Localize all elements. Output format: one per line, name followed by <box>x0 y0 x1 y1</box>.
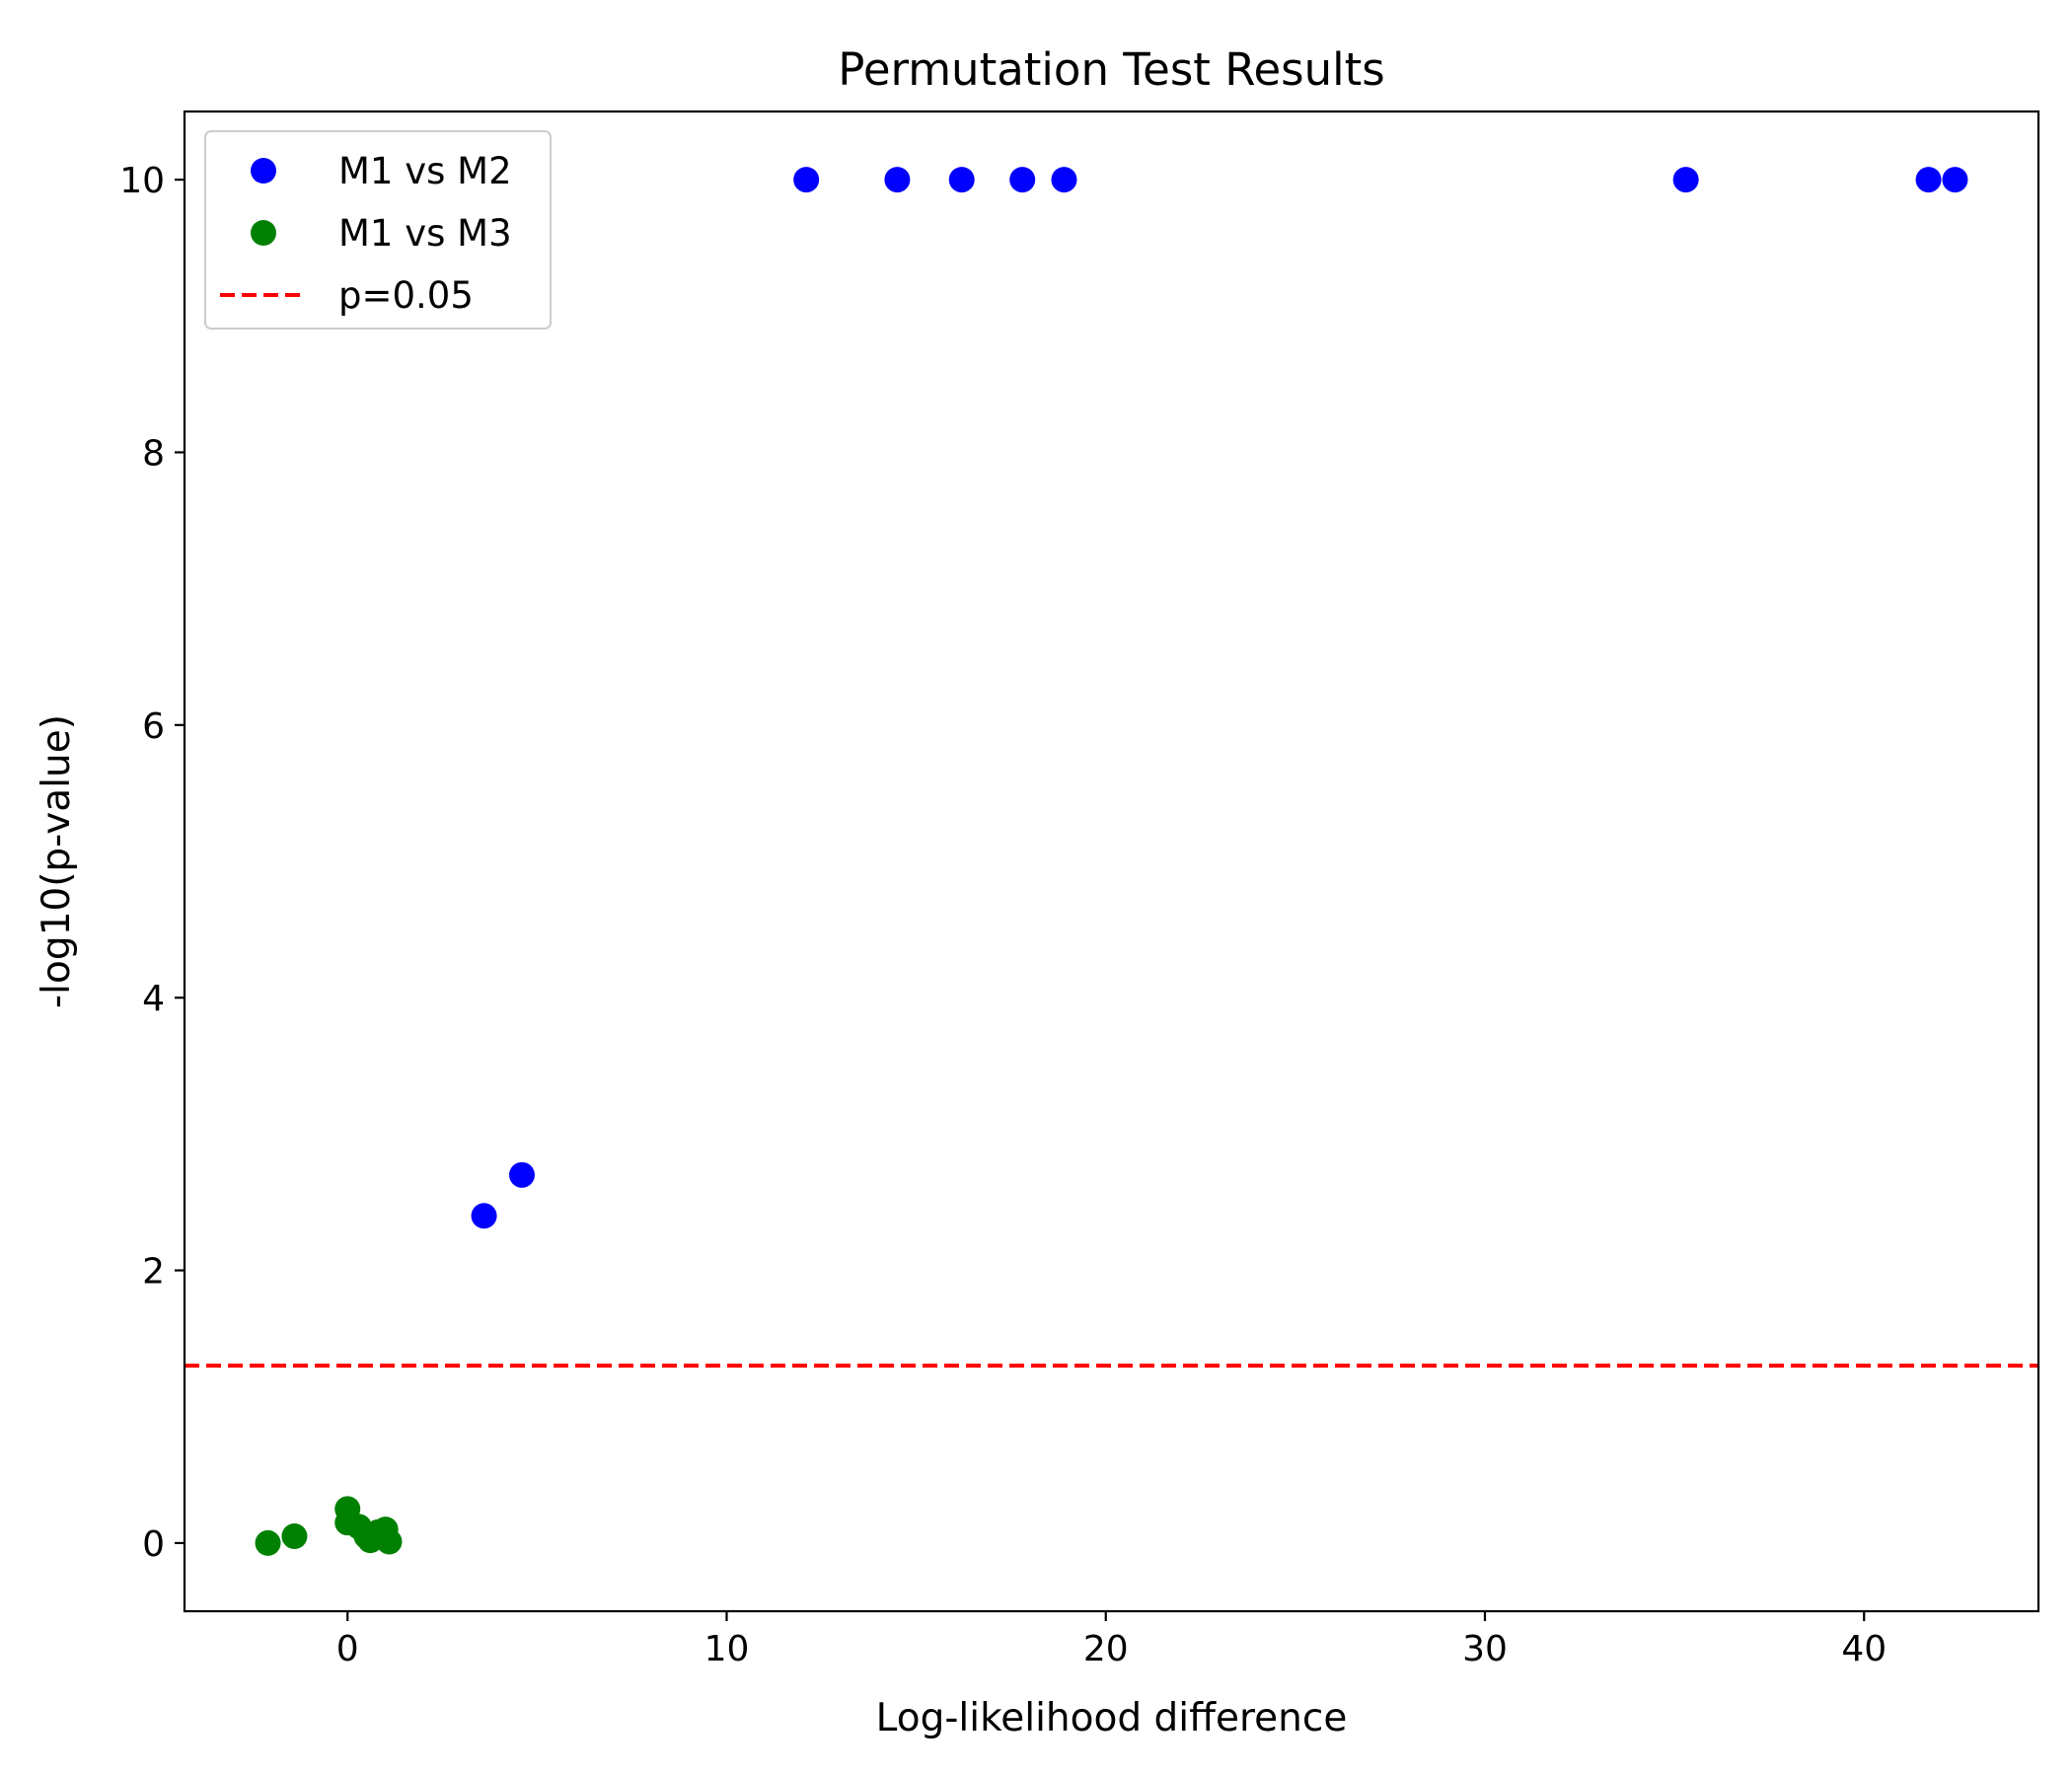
y-tick-label: 2 <box>142 1252 165 1293</box>
data-point-m1-vs-m2 <box>471 1203 497 1229</box>
y-tick-label: 4 <box>142 979 165 1019</box>
data-point-m1-vs-m3 <box>255 1529 281 1556</box>
data-point-m1-vs-m3 <box>281 1523 308 1549</box>
y-tick-label: 8 <box>142 433 165 474</box>
legend-label: p=0.05 <box>338 274 474 317</box>
data-point-m1-vs-m2 <box>1009 167 1036 193</box>
data-point-m1-vs-m2 <box>1915 167 1942 193</box>
data-point-m1-vs-m2 <box>793 167 820 193</box>
legend-marker <box>251 158 276 184</box>
x-tick-label: 40 <box>1841 1629 1887 1669</box>
axes: 0 10 20 30 40 0 2 4 6 8 10 <box>119 110 2040 1669</box>
legend: M1 vs M2 M1 vs M3 p=0.05 <box>204 130 552 330</box>
data-point-m1-vs-m2 <box>884 167 911 193</box>
x-axis-label: Log-likelihood difference <box>876 1696 1348 1740</box>
chart-title: Permutation Test Results <box>838 43 1384 96</box>
legend-label: M1 vs M2 <box>338 150 512 192</box>
legend-marker <box>251 220 276 246</box>
y-tick-label: 6 <box>142 706 165 747</box>
legend-box <box>204 130 552 330</box>
plot-area <box>185 167 2038 1556</box>
legend-label: M1 vs M3 <box>338 212 512 255</box>
data-point-m1-vs-m2 <box>1942 167 1968 193</box>
axes-frame <box>183 110 2040 1613</box>
data-point-m1-vs-m2 <box>948 167 975 193</box>
data-point-m1-vs-m2 <box>508 1161 535 1188</box>
x-tick-label: 30 <box>1462 1629 1508 1669</box>
x-tick-label: 20 <box>1083 1629 1129 1669</box>
x-tick-label: 10 <box>704 1629 750 1669</box>
y-axis-label: -log10(p-value) <box>35 714 79 1008</box>
y-tick-label: 10 <box>119 161 165 201</box>
x-tick-label: 0 <box>336 1629 359 1669</box>
y-tick-label: 0 <box>142 1524 165 1565</box>
data-point-m1-vs-m3 <box>376 1528 403 1555</box>
data-point-m1-vs-m2 <box>1672 167 1699 193</box>
data-point-m1-vs-m2 <box>1051 167 1077 193</box>
